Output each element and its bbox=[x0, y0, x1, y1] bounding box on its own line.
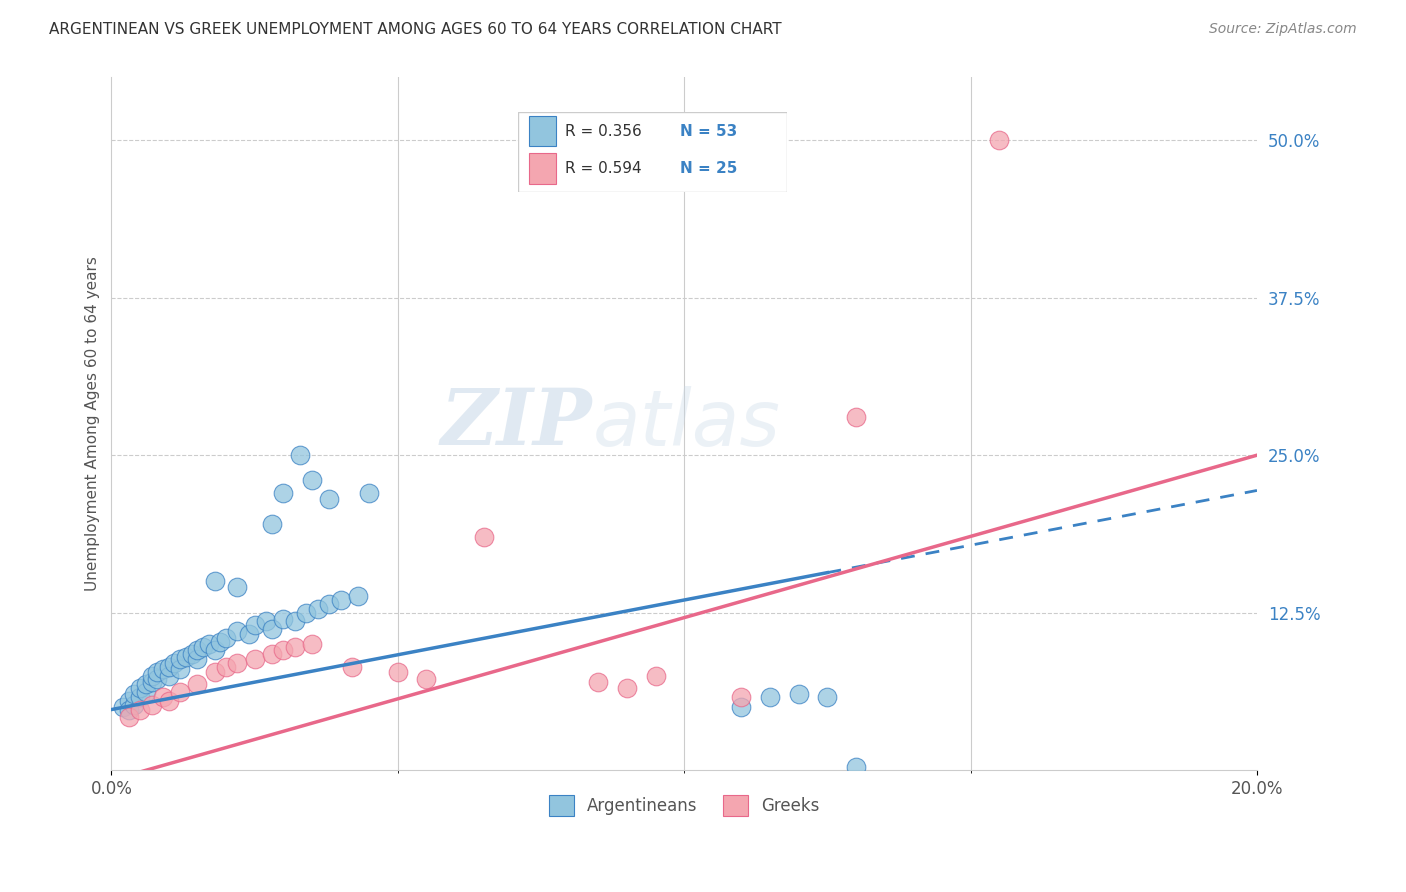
Point bbox=[204, 665, 226, 679]
Point bbox=[226, 624, 249, 639]
Point bbox=[329, 593, 352, 607]
Point bbox=[845, 760, 868, 774]
Point bbox=[318, 492, 340, 507]
Point bbox=[174, 649, 197, 664]
Point bbox=[307, 602, 329, 616]
Text: atlas: atlas bbox=[592, 385, 780, 462]
Point bbox=[169, 652, 191, 666]
Point bbox=[730, 700, 752, 714]
Point bbox=[141, 668, 163, 682]
Point bbox=[787, 688, 810, 702]
Point bbox=[254, 615, 277, 629]
Point bbox=[209, 634, 232, 648]
Point bbox=[197, 637, 219, 651]
Point bbox=[346, 589, 368, 603]
Point bbox=[271, 643, 294, 657]
Point bbox=[204, 643, 226, 657]
Text: ARGENTINEAN VS GREEK UNEMPLOYMENT AMONG AGES 60 TO 64 YEARS CORRELATION CHART: ARGENTINEAN VS GREEK UNEMPLOYMENT AMONG … bbox=[49, 22, 782, 37]
Point bbox=[157, 668, 180, 682]
Point bbox=[124, 698, 146, 712]
Point bbox=[141, 698, 163, 712]
Text: ZIP: ZIP bbox=[441, 385, 592, 462]
Point bbox=[152, 690, 174, 704]
Point bbox=[157, 659, 180, 673]
Point bbox=[135, 685, 157, 699]
Point bbox=[180, 647, 202, 661]
Point bbox=[616, 681, 638, 695]
Point bbox=[146, 665, 169, 679]
Point bbox=[359, 486, 381, 500]
Point bbox=[845, 410, 868, 425]
Point bbox=[290, 448, 312, 462]
Point bbox=[260, 517, 283, 532]
Point bbox=[238, 627, 260, 641]
Point bbox=[759, 690, 782, 704]
Point bbox=[124, 688, 146, 702]
Point bbox=[204, 574, 226, 588]
Point bbox=[243, 652, 266, 666]
Point bbox=[117, 710, 139, 724]
Y-axis label: Unemployment Among Ages 60 to 64 years: Unemployment Among Ages 60 to 64 years bbox=[86, 256, 100, 591]
Point bbox=[988, 133, 1011, 147]
Point bbox=[186, 677, 208, 691]
Point bbox=[730, 690, 752, 704]
Point bbox=[472, 530, 495, 544]
Point bbox=[415, 673, 437, 687]
Point bbox=[111, 700, 134, 714]
Point bbox=[129, 690, 152, 704]
Point bbox=[387, 665, 409, 679]
Point bbox=[186, 652, 208, 666]
Point bbox=[260, 622, 283, 636]
Point bbox=[191, 640, 214, 654]
Point bbox=[271, 612, 294, 626]
Point bbox=[169, 685, 191, 699]
Point bbox=[146, 673, 169, 687]
Point bbox=[186, 643, 208, 657]
Point bbox=[301, 637, 323, 651]
Point bbox=[260, 647, 283, 661]
Point bbox=[129, 681, 152, 695]
Point bbox=[157, 694, 180, 708]
Point bbox=[215, 659, 238, 673]
Point bbox=[135, 677, 157, 691]
Point bbox=[117, 694, 139, 708]
Point bbox=[117, 702, 139, 716]
Point bbox=[301, 474, 323, 488]
Legend: Argentineans, Greeks: Argentineans, Greeks bbox=[540, 787, 828, 824]
Point bbox=[215, 631, 238, 645]
Point bbox=[169, 662, 191, 676]
Point bbox=[588, 674, 610, 689]
Point bbox=[129, 702, 152, 716]
Point bbox=[271, 486, 294, 500]
Point bbox=[226, 581, 249, 595]
Point bbox=[815, 690, 838, 704]
Point bbox=[243, 618, 266, 632]
Point bbox=[152, 662, 174, 676]
Point bbox=[163, 656, 186, 670]
Point bbox=[295, 606, 318, 620]
Point bbox=[284, 640, 307, 654]
Text: Source: ZipAtlas.com: Source: ZipAtlas.com bbox=[1209, 22, 1357, 37]
Point bbox=[141, 674, 163, 689]
Point bbox=[226, 656, 249, 670]
Point bbox=[644, 668, 666, 682]
Point bbox=[284, 615, 307, 629]
Point bbox=[340, 659, 363, 673]
Point bbox=[318, 597, 340, 611]
